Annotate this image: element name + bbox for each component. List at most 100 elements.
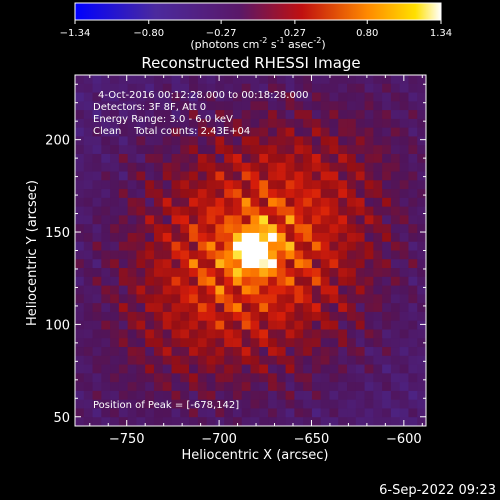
heatmap-cell xyxy=(101,180,111,190)
heatmap-cell xyxy=(206,75,216,85)
heatmap-cell xyxy=(180,303,190,313)
heatmap-cell xyxy=(136,145,146,155)
heatmap-cell xyxy=(250,408,260,418)
heatmap-cell xyxy=(303,232,313,243)
heatmap-cell xyxy=(101,390,111,401)
heatmap-cell xyxy=(311,373,322,383)
heatmap-cell xyxy=(241,232,251,243)
heatmap-cell xyxy=(338,224,348,234)
heatmap-cell xyxy=(232,197,243,208)
heatmap-cell xyxy=(162,399,172,409)
heatmap-cell xyxy=(294,259,304,269)
heatmap-cell xyxy=(390,390,401,401)
heatmap-cell xyxy=(162,171,172,181)
heatmap-cell xyxy=(162,101,172,111)
heatmap-cell xyxy=(399,83,409,93)
heatmap-cell xyxy=(180,101,190,111)
heatmap-cell xyxy=(364,320,374,330)
heatmap-cell xyxy=(127,408,137,418)
heatmap-cell xyxy=(101,206,111,216)
heatmap-cell xyxy=(197,127,208,137)
heatmap-cell xyxy=(311,320,322,330)
heatmap-cell xyxy=(197,189,208,199)
heatmap-cell xyxy=(355,75,365,85)
heatmap-cell xyxy=(118,83,129,93)
heatmap-cell xyxy=(180,206,190,216)
heatmap-cell xyxy=(276,373,287,383)
heatmap-cell xyxy=(241,110,251,120)
heatmap-cell xyxy=(136,153,146,164)
heatmap-cell xyxy=(311,189,322,199)
heatmap-cell xyxy=(118,118,129,129)
heatmap-cell xyxy=(224,92,234,102)
heatmap-cell xyxy=(215,276,225,287)
heatmap-cell xyxy=(285,364,295,374)
heatmap-cell xyxy=(311,180,322,190)
heatmap-cell xyxy=(189,347,199,357)
heatmap-cell xyxy=(347,92,357,102)
heatmap-cell xyxy=(136,347,146,357)
heatmap-cell xyxy=(338,347,348,357)
heatmap-cell xyxy=(311,355,322,365)
heatmap-cell xyxy=(136,92,146,102)
heatmap-cell xyxy=(171,171,181,181)
heatmap-cell xyxy=(153,294,164,304)
heatmap-cell xyxy=(311,276,322,287)
heatmap-cell xyxy=(215,355,225,365)
heatmap-cell xyxy=(329,311,339,322)
heatmap-cell xyxy=(268,390,278,401)
heatmap-cell xyxy=(259,92,269,102)
heatmap-cell xyxy=(399,118,409,129)
heatmap-cell xyxy=(276,232,287,243)
heatmap-cell xyxy=(197,294,208,304)
heatmap-cell xyxy=(180,75,190,85)
heatmap-cell xyxy=(171,268,181,278)
heatmap-cell xyxy=(382,408,392,418)
heatmap-cell xyxy=(136,162,146,172)
heatmap-cell xyxy=(145,153,155,164)
heatmap-cell xyxy=(311,285,322,295)
annotation-clean-counts: Clean Total counts: 2.43E+04 xyxy=(93,126,250,137)
heatmap-cell xyxy=(180,180,190,190)
heatmap-cell xyxy=(320,259,330,269)
heatmap-cell xyxy=(320,320,330,330)
heatmap-cell xyxy=(338,75,348,85)
heatmap-cell xyxy=(347,232,357,243)
heatmap-cell xyxy=(294,399,304,409)
heatmap-cell xyxy=(206,241,216,251)
heatmap-cell xyxy=(347,180,357,190)
heatmap-cell xyxy=(382,320,392,330)
heatmap-cell xyxy=(250,118,260,129)
heatmap-cell xyxy=(75,399,85,409)
heatmap-cell xyxy=(399,338,409,348)
heatmap-cell xyxy=(338,259,348,269)
heatmap-cell xyxy=(364,329,374,339)
heatmap-cell xyxy=(399,241,409,251)
heatmap-cell xyxy=(294,320,304,330)
heatmap-cell xyxy=(364,241,374,251)
heatmap-cell xyxy=(276,127,287,137)
heatmap-cell xyxy=(390,215,401,225)
heatmap-cell xyxy=(127,215,137,225)
heatmap-cell xyxy=(311,364,322,374)
heatmap-cell xyxy=(145,197,155,208)
heatmap-cell xyxy=(399,399,409,409)
heatmap-cell xyxy=(118,276,129,287)
heatmap-cell xyxy=(285,110,295,120)
heatmap-cell xyxy=(294,101,304,111)
heatmap-cell xyxy=(294,127,304,137)
heatmap-cell xyxy=(320,303,330,313)
heatmap-cell xyxy=(180,347,190,357)
heatmap-cell xyxy=(347,329,357,339)
heatmap-cell xyxy=(83,347,93,357)
heatmap-cell xyxy=(303,83,313,93)
heatmap-cell xyxy=(259,162,269,172)
heatmap-cell xyxy=(399,347,409,357)
heatmap-cell xyxy=(232,136,243,146)
heatmap-cell xyxy=(285,189,295,199)
heatmap-cell xyxy=(294,171,304,181)
heatmap-cell xyxy=(303,338,313,348)
heatmap-cell xyxy=(180,136,190,146)
heatmap-cell xyxy=(268,399,278,409)
heatmap-cell xyxy=(75,180,85,190)
